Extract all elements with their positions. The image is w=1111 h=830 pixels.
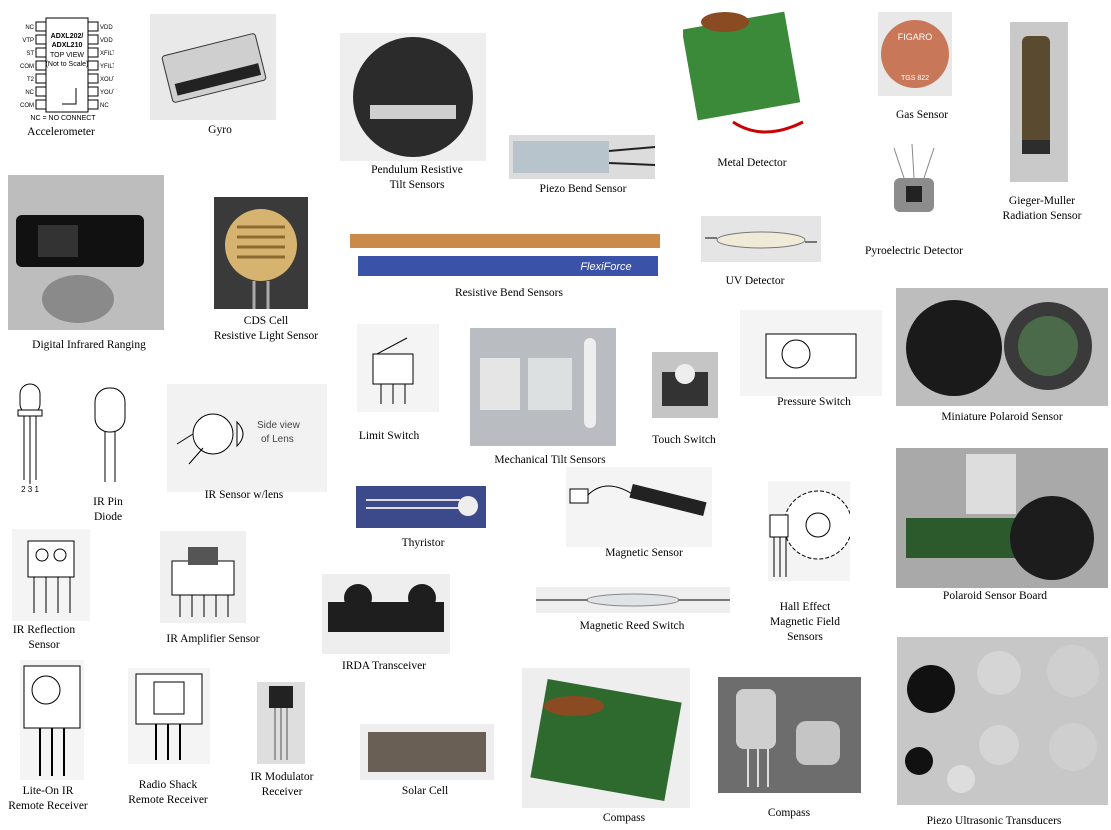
limit-switch-drawing — [357, 324, 439, 412]
polaroid-board-photo — [896, 448, 1108, 588]
label-metal-detector: Metal Detector — [717, 157, 787, 169]
resistive-bend-photo: FlexiForce — [350, 228, 660, 280]
chip-label-2: ADXL210 — [52, 42, 83, 49]
chip-pin-right-label: VDD — [100, 25, 113, 31]
label-irda: IRDA Transceiver — [341, 660, 427, 672]
hall-effect-drawing — [768, 481, 850, 581]
label-ir-lens: IR Sensor w/lens — [204, 489, 284, 501]
metal-detector-photo — [683, 2, 815, 154]
ir-modulator-photo — [257, 682, 305, 764]
lens-text-1: Side view — [257, 420, 301, 431]
label-gas-sensor: Gas Sensor — [895, 109, 949, 121]
ir-led-drawing: 2 3 1 — [10, 380, 50, 494]
label-radioshack: Radio Shack Remote Receiver — [128, 779, 208, 806]
label-ir-amplifier: IR Amplifier Sensor — [166, 633, 260, 645]
chip-pin-left-label: COM — [20, 64, 34, 70]
label-liteon: Lite-On IR Remote Receiver — [8, 785, 88, 812]
label-gyro: Gyro — [208, 124, 232, 136]
chip-pin-left-label: COM — [20, 103, 34, 109]
chip-pin-left-label: T2 — [27, 77, 35, 83]
chip-pin-left-label: NC — [25, 25, 34, 31]
mech-tilt-photo — [470, 328, 616, 446]
label-ir-reflection: IR Reflection Sensor — [12, 624, 76, 651]
gas-model-text: TGS 822 — [901, 75, 929, 82]
ir-reflection-drawing — [12, 529, 90, 621]
chip-pin-right-label: XFILT — [100, 51, 114, 57]
chip-label-1: ADXL202/ — [51, 33, 84, 40]
radioshack-drawing — [128, 668, 210, 764]
solar-cell-photo — [360, 724, 494, 780]
label-pendulum: Pendulum Resistive Tilt Sensors — [371, 164, 463, 191]
liteon-drawing — [20, 660, 84, 780]
label-limit-switch: Limit Switch — [358, 430, 420, 442]
chip-label-4: (Not to Scale) — [46, 61, 89, 68]
gyro-photo — [150, 14, 276, 120]
infrared-ranging-photo — [8, 175, 164, 330]
label-ir-modulator: IR Modulator Receiver — [250, 771, 314, 798]
flexiforce-text: FlexiForce — [580, 261, 631, 273]
piezo-bend-photo — [509, 135, 655, 179]
label-piezo-ultrasonic: Piezo Ultrasonic Transducers — [926, 815, 1062, 827]
pressure-switch-drawing — [740, 310, 882, 396]
label-mini-polaroid: Miniature Polaroid Sensor — [941, 411, 1063, 423]
label-resistive-bend: Resistive Bend Sensors — [455, 287, 563, 299]
reed-switch-photo — [536, 587, 730, 613]
chip-pin-right-label: NC — [100, 103, 109, 109]
label-compass-board: Compass — [602, 812, 646, 824]
chip-pin-left-label: VTP — [22, 38, 34, 44]
uv-detector-photo — [701, 216, 821, 262]
label-piezo-bend: Piezo Bend Sensor — [539, 183, 627, 195]
geiger-muller-photo — [1010, 22, 1068, 182]
accelerometer-diagram: ADXL202/ ADXL210 TOP VIEW (Not to Scale)… — [12, 12, 114, 124]
label-accelerometer: Accelerometer — [27, 126, 95, 138]
gas-sensor-photo: FIGARO TGS 822 — [878, 12, 952, 96]
irda-photo — [322, 574, 450, 654]
label-compass-module: Compass — [767, 807, 811, 819]
chip-pin-right-label: YFILT — [100, 64, 114, 70]
label-polaroid-board: Polaroid Sensor Board — [942, 590, 1048, 602]
label-mech-tilt: Mechanical Tilt Sensors — [494, 454, 606, 466]
chip-pin-left-label: NC — [25, 90, 34, 96]
label-ir-pin: IR Pin Diode — [93, 496, 123, 523]
lens-text-2: of Lens — [261, 434, 294, 445]
label-hall-effect: Hall Effect Magnetic Field Sensors — [770, 601, 840, 643]
ir-lens-drawing: Side view of Lens — [167, 384, 327, 492]
cds-cell-photo — [214, 197, 308, 309]
label-pyroelectric: Pyroelectric Detector — [864, 245, 964, 257]
label-magnetic-sensor: Magnetic Sensor — [605, 547, 683, 559]
label-infrared-ranging: Digital Infrared Ranging — [32, 339, 146, 351]
touch-switch-photo — [652, 352, 718, 418]
piezo-ultrasonic-photo — [897, 637, 1108, 805]
label-pressure-switch: Pressure Switch — [777, 396, 851, 408]
gas-brand-text: FIGARO — [898, 32, 933, 42]
label-touch-switch: Touch Switch — [652, 434, 716, 446]
pendulum-tilt-photo — [340, 33, 486, 161]
compass-module-photo — [718, 677, 861, 793]
pin-number-text: 2 3 1 — [21, 485, 39, 494]
label-solar-cell: Solar Cell — [401, 785, 449, 797]
ir-pin-diode-drawing — [83, 382, 137, 492]
label-cds-cell: CDS Cell Resistive Light Sensor — [213, 315, 319, 342]
pyroelectric-photo — [864, 138, 958, 236]
mini-polaroid-photo — [896, 288, 1108, 406]
chip-pin-right-label: XOUT — [100, 77, 114, 83]
label-uv-detector: UV Detector — [725, 275, 785, 287]
chip-pin-right-label: VDD — [100, 38, 113, 44]
label-reed-switch: Magnetic Reed Switch — [579, 620, 685, 632]
label-geiger: Gieger-Muller Radiation Sensor — [1002, 195, 1082, 222]
compass-board-photo — [522, 668, 690, 808]
chip-label-3: TOP VIEW — [50, 52, 84, 59]
ir-amplifier-drawing — [160, 531, 246, 623]
chip-pin-left-label: ST — [26, 51, 34, 57]
thyristor-photo — [356, 486, 486, 528]
chip-footer: NC = NO CONNECT — [30, 115, 96, 122]
label-thyristor: Thyristor — [401, 537, 445, 549]
chip-pin-right-label: YOUT — [100, 90, 114, 96]
magnetic-sensor-drawing — [566, 467, 712, 547]
